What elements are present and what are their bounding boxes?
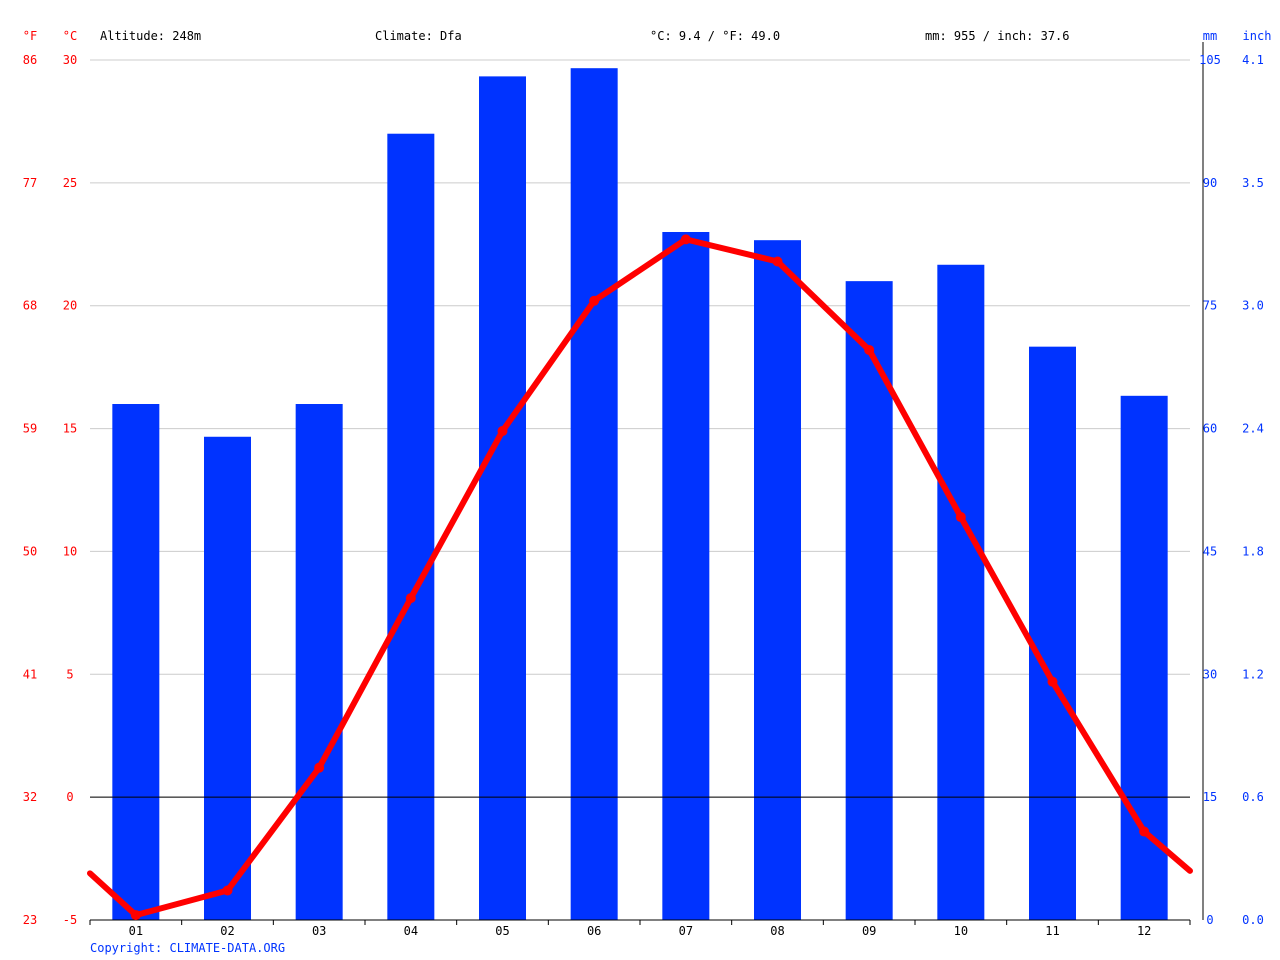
- x-tick-label: 08: [770, 924, 784, 938]
- y-tick-label-c: 10: [63, 544, 77, 558]
- precip-bar: [387, 133, 435, 920]
- x-tick-label: 06: [587, 924, 601, 938]
- y-tick-label-inch: 0.6: [1242, 790, 1264, 804]
- x-tick-label: 12: [1137, 924, 1151, 938]
- altitude-text: Altitude: 248m: [100, 29, 201, 43]
- temperature-line: [87, 236, 1193, 919]
- y-tick-label-inch: 2.4: [1242, 422, 1264, 436]
- y-tick-label-inch: 4.1: [1242, 53, 1264, 67]
- temperature-point: [864, 344, 875, 355]
- unit-inch-label: inch: [1243, 29, 1272, 43]
- y-tick-label-mm: 90: [1203, 176, 1217, 190]
- y-tick-label-c: 5: [66, 667, 73, 681]
- temperature-point: [130, 910, 141, 921]
- y-tick-label-f: 68: [23, 299, 37, 313]
- y-tick-label-mm: 75: [1203, 299, 1217, 313]
- y-tick-label-mm: 15: [1203, 790, 1217, 804]
- y-tick-label-c: 30: [63, 53, 77, 67]
- precip-bar: [570, 68, 618, 920]
- temperature-point: [589, 295, 600, 306]
- temperature-point: [222, 885, 233, 896]
- y-tick-label-inch: 3.5: [1242, 176, 1264, 190]
- climate-text: Climate: Dfa: [375, 29, 462, 43]
- y-tick-label-mm: 30: [1203, 667, 1217, 681]
- x-tick-label: 07: [679, 924, 693, 938]
- unit-c-label: °C: [63, 29, 77, 43]
- y-tick-label-inch: 1.2: [1242, 667, 1264, 681]
- x-tick-label: 05: [495, 924, 509, 938]
- copyright-text[interactable]: Copyright: CLIMATE-DATA.ORG: [90, 941, 286, 955]
- unit-mm-label: mm: [1203, 29, 1217, 43]
- unit-f-label: °F: [23, 29, 37, 43]
- x-tick-label: 03: [312, 924, 326, 938]
- precipitation-total-text: mm: 955 / inch: 37.6: [925, 29, 1070, 43]
- precip-bar: [204, 436, 251, 920]
- y-tick-label-inch: 0.0: [1242, 913, 1264, 927]
- precip-bar: [1120, 395, 1168, 920]
- y-tick-label-f: 23: [23, 913, 37, 927]
- precip-bar: [754, 240, 801, 920]
- temperature-average-text: °C: 9.4 / °F: 49.0: [650, 29, 780, 43]
- precip-bar: [662, 232, 710, 920]
- y-tick-label-f: 50: [23, 544, 37, 558]
- temperature-point: [680, 234, 691, 245]
- precip-bar: [479, 76, 526, 920]
- x-tick-label: 01: [129, 924, 143, 938]
- x-tick-label: 11: [1045, 924, 1059, 938]
- temperature-point: [1047, 676, 1058, 687]
- y-tick-label-f: 59: [23, 422, 37, 436]
- y-tick-label-f: 86: [23, 53, 37, 67]
- y-tick-label-inch: 1.8: [1242, 544, 1264, 558]
- x-tick-label: 02: [220, 924, 234, 938]
- x-tick-label: 10: [954, 924, 968, 938]
- y-tick-label-c: 15: [63, 422, 77, 436]
- x-tick-label: 04: [404, 924, 418, 938]
- precip-bar: [845, 281, 893, 921]
- temperature-point: [314, 762, 325, 773]
- y-tick-label-c: 25: [63, 176, 77, 190]
- y-tick-label-f: 41: [23, 667, 37, 681]
- y-tick-label-inch: 3.0: [1242, 299, 1264, 313]
- y-tick-label-mm: 45: [1203, 544, 1217, 558]
- precip-bar: [295, 404, 343, 920]
- y-tick-label-mm: 60: [1203, 422, 1217, 436]
- y-tick-label-mm: 105: [1199, 53, 1221, 67]
- temperature-point: [1139, 826, 1150, 837]
- temperature-point: [772, 256, 783, 267]
- y-tick-label-c: 20: [63, 299, 77, 313]
- precip-bar: [1029, 346, 1076, 921]
- precip-bar: [112, 404, 160, 920]
- y-tick-label-mm: 0: [1206, 913, 1213, 927]
- y-tick-label-f: 32: [23, 790, 37, 804]
- temperature-point: [955, 512, 966, 523]
- temperature-point: [497, 426, 508, 437]
- x-tick-label: 09: [862, 924, 876, 938]
- y-tick-label-c: -5: [63, 913, 77, 927]
- temperature-point: [405, 593, 416, 604]
- y-tick-label-f: 77: [23, 176, 37, 190]
- precip-bar: [937, 264, 985, 920]
- y-tick-label-c: 0: [66, 790, 73, 804]
